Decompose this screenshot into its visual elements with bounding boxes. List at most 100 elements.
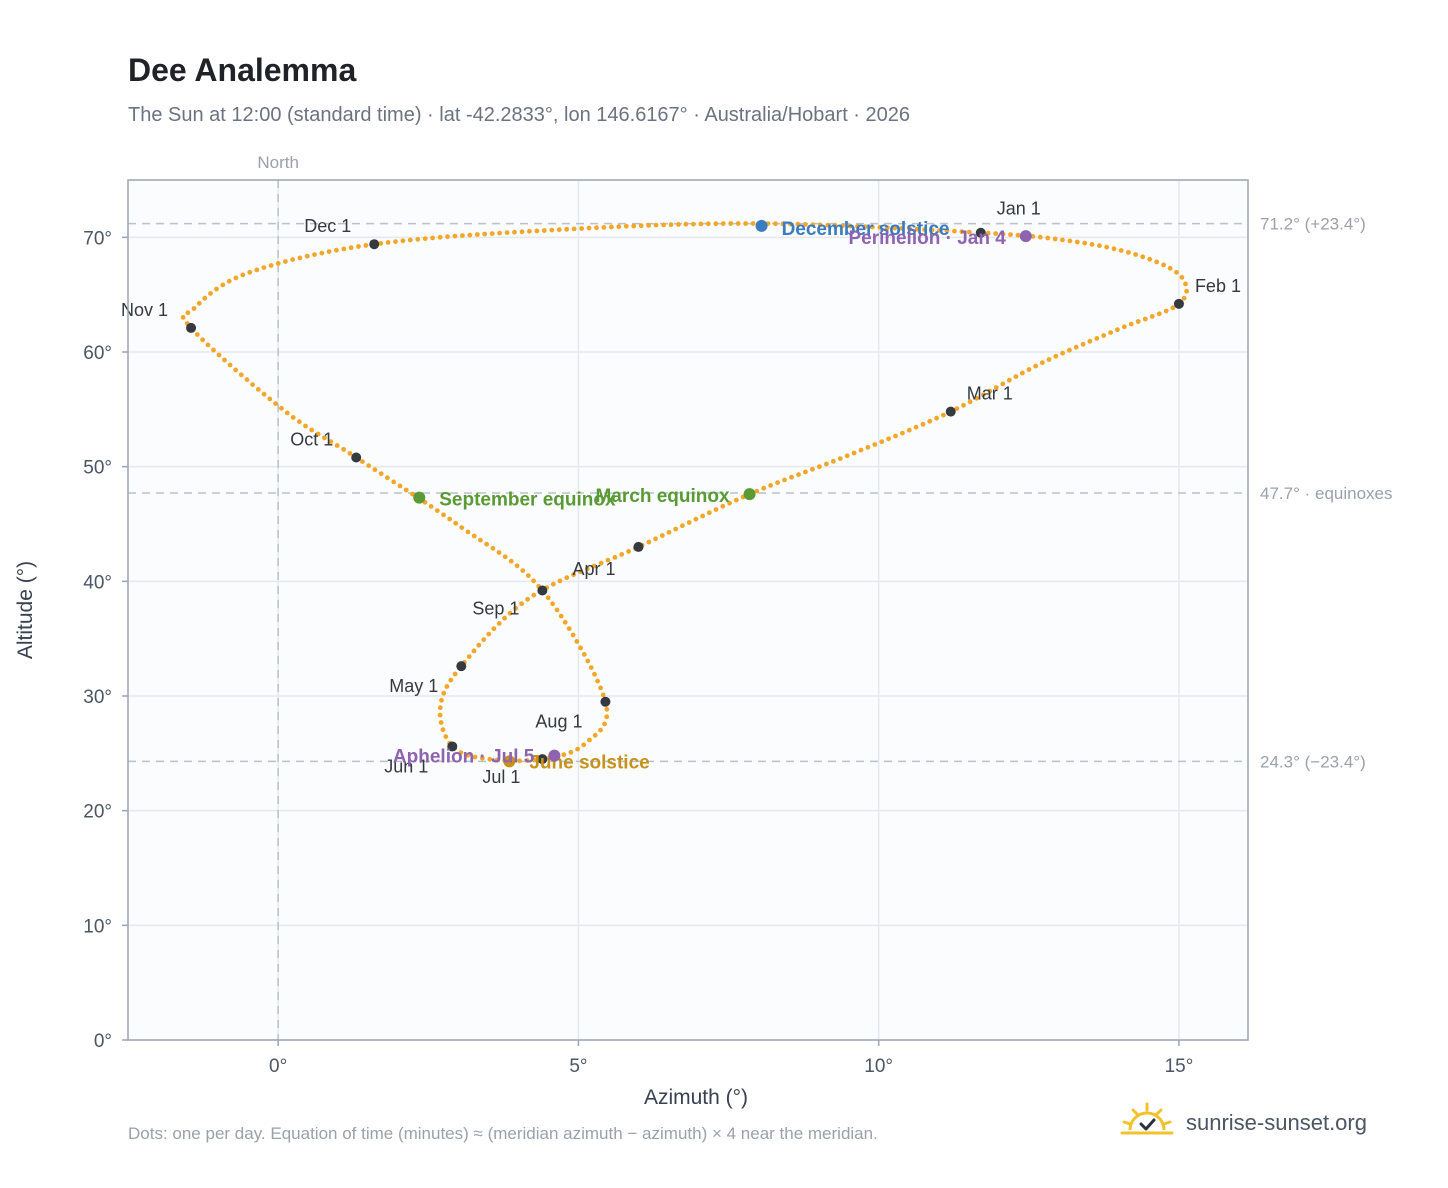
daily-dot	[437, 234, 443, 240]
daily-dot	[502, 615, 507, 621]
daily-dot	[581, 742, 587, 748]
daily-dot	[659, 533, 665, 538]
daily-dot	[623, 223, 629, 229]
daily-dot	[434, 508, 440, 513]
daily-dot	[507, 610, 513, 616]
daily-dot	[906, 427, 912, 433]
daily-dot	[1008, 232, 1013, 238]
daily-dot	[592, 732, 598, 738]
daily-dot	[315, 431, 321, 437]
plot-area	[128, 180, 1248, 1040]
x-tick-label: 15°	[1165, 1056, 1194, 1077]
month-marker	[945, 406, 956, 417]
daily-dot	[1126, 250, 1131, 255]
brand-link[interactable]: sunrise-sunset.org	[1120, 1100, 1367, 1146]
daily-dot	[1115, 327, 1120, 333]
daily-dot	[1174, 269, 1179, 275]
daily-dot	[1154, 259, 1160, 265]
event-marker	[1019, 230, 1032, 243]
daily-dot	[566, 626, 572, 631]
daily-dot	[444, 684, 450, 689]
daily-dot	[519, 229, 525, 235]
event-marker	[413, 491, 426, 504]
page-subtitle: The Sun at 12:00 (standard time) · lat -…	[128, 104, 911, 126]
daily-dot	[698, 221, 704, 227]
daily-dot	[602, 721, 607, 727]
daily-dot	[372, 467, 378, 473]
month-label: Feb 1	[1195, 276, 1241, 296]
daily-dot	[1080, 341, 1086, 347]
event-label: Aphelion · Jul 5	[393, 747, 535, 768]
month-label: Jan 1	[997, 199, 1041, 219]
daily-dot	[297, 255, 303, 261]
daily-dot	[458, 750, 464, 755]
daily-dot	[837, 456, 843, 461]
daily-dot	[728, 221, 734, 226]
daily-dot	[180, 315, 186, 320]
month-marker	[600, 696, 611, 707]
daily-dot	[1026, 367, 1032, 372]
daily-dot	[564, 575, 570, 581]
daily-dot	[385, 475, 390, 481]
plot-border	[127, 179, 1249, 1041]
daily-dot	[356, 244, 361, 249]
daily-dot	[366, 463, 372, 468]
daily-dot	[1060, 237, 1065, 243]
daily-dot	[795, 221, 801, 227]
daily-dot	[1147, 256, 1153, 262]
daily-dot	[441, 690, 447, 696]
daily-dot	[476, 642, 482, 648]
y-tick-label: 70°	[83, 228, 112, 249]
daily-dot	[556, 227, 562, 233]
daily-dot	[497, 230, 502, 236]
daily-dot	[430, 235, 435, 241]
daily-dot	[472, 754, 478, 760]
month-marker	[351, 452, 362, 463]
daily-dot	[1015, 232, 1021, 238]
daily-dot	[775, 480, 780, 485]
daily-dot	[616, 224, 622, 230]
daily-dot	[491, 626, 497, 632]
daily-dot	[1097, 243, 1102, 249]
daily-dot	[279, 405, 284, 411]
daily-dot	[817, 464, 822, 470]
daily-dot	[661, 222, 666, 228]
daily-dot	[1104, 244, 1110, 250]
daily-dot	[830, 458, 836, 464]
daily-dot	[877, 224, 883, 230]
daily-dot	[471, 648, 477, 654]
daily-dot	[1183, 281, 1188, 287]
daily-dot	[471, 533, 477, 539]
daily-dot	[604, 714, 610, 720]
daily-dot	[211, 347, 216, 353]
daily-dot	[985, 230, 991, 236]
daily-dot	[1006, 377, 1012, 383]
daily-dot	[363, 243, 369, 248]
daily-dot	[937, 228, 942, 233]
event-label: December solstice	[782, 219, 950, 240]
daily-dot	[1039, 360, 1045, 366]
daily-dot	[238, 372, 244, 378]
daily-dot	[1135, 319, 1141, 324]
x-tick-label: 5°	[569, 1056, 587, 1077]
daily-dot	[967, 399, 973, 405]
daily-dot	[575, 746, 580, 752]
daily-dot	[496, 621, 502, 626]
daily-dot	[393, 239, 398, 245]
daily-dot	[348, 245, 354, 251]
daily-dot	[275, 261, 281, 266]
daily-dot	[1060, 350, 1065, 356]
daily-dot	[666, 529, 672, 535]
daily-dot	[196, 300, 202, 306]
daily-dot	[601, 225, 607, 230]
daily-dot	[407, 237, 413, 243]
month-label: Nov 1	[121, 300, 168, 320]
daily-dot	[802, 222, 808, 227]
daily-dot	[519, 601, 524, 607]
daily-dot	[326, 249, 332, 255]
daily-dot	[922, 227, 927, 233]
daily-dot	[428, 504, 434, 509]
brand-name[interactable]: sunrise-sunset.org	[1186, 1110, 1367, 1135]
y-tick-label: 0°	[94, 1031, 112, 1052]
